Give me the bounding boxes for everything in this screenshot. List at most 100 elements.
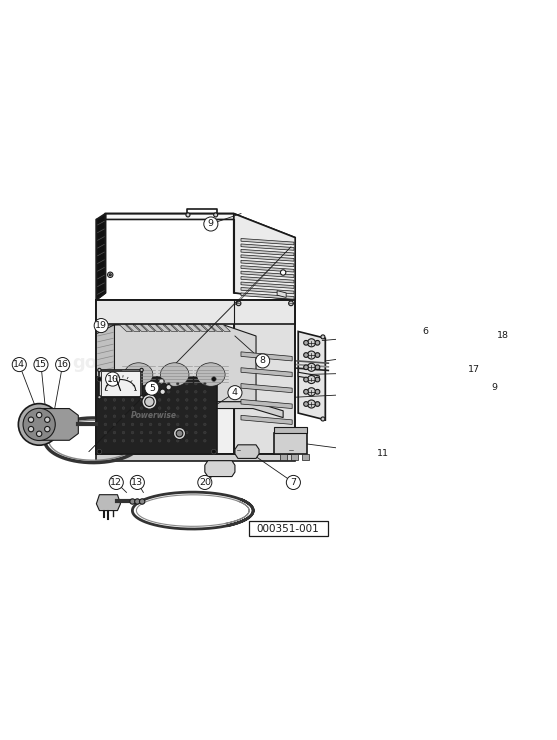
Circle shape: [375, 447, 389, 461]
Polygon shape: [241, 287, 294, 294]
Circle shape: [130, 475, 144, 489]
Text: 20: 20: [199, 478, 211, 487]
Circle shape: [203, 399, 206, 401]
Circle shape: [131, 423, 134, 426]
Polygon shape: [205, 461, 235, 477]
Circle shape: [315, 402, 320, 406]
Circle shape: [185, 407, 188, 409]
Text: 17: 17: [468, 366, 480, 374]
Circle shape: [12, 357, 26, 371]
Circle shape: [159, 379, 164, 384]
Polygon shape: [234, 300, 295, 454]
Circle shape: [122, 431, 125, 434]
Circle shape: [194, 423, 197, 426]
Circle shape: [140, 440, 143, 442]
Circle shape: [18, 403, 60, 445]
Circle shape: [113, 423, 116, 426]
Circle shape: [140, 423, 143, 426]
Polygon shape: [274, 427, 307, 434]
Polygon shape: [134, 325, 148, 332]
Circle shape: [36, 431, 42, 437]
Circle shape: [185, 383, 188, 385]
Circle shape: [194, 383, 197, 385]
Text: 13: 13: [131, 478, 143, 487]
Polygon shape: [302, 454, 309, 460]
Circle shape: [315, 389, 320, 394]
Circle shape: [97, 449, 102, 454]
Circle shape: [97, 395, 101, 399]
Circle shape: [418, 324, 432, 338]
Circle shape: [315, 353, 320, 357]
Circle shape: [130, 499, 135, 504]
Circle shape: [194, 391, 197, 393]
Polygon shape: [241, 244, 294, 250]
Polygon shape: [280, 454, 287, 460]
Circle shape: [173, 428, 185, 440]
Circle shape: [122, 391, 125, 393]
Polygon shape: [277, 291, 286, 297]
Polygon shape: [274, 433, 307, 454]
Text: 11: 11: [377, 449, 389, 458]
Circle shape: [203, 423, 206, 426]
Polygon shape: [241, 238, 294, 245]
Circle shape: [104, 431, 107, 434]
Polygon shape: [96, 300, 295, 323]
Polygon shape: [241, 352, 292, 361]
Circle shape: [177, 391, 179, 393]
Polygon shape: [179, 325, 193, 332]
Circle shape: [304, 402, 309, 406]
Polygon shape: [298, 332, 325, 420]
Circle shape: [158, 415, 161, 417]
Circle shape: [149, 423, 152, 426]
Polygon shape: [172, 325, 185, 332]
Text: 9: 9: [208, 220, 214, 229]
Circle shape: [228, 386, 242, 400]
Circle shape: [185, 423, 188, 426]
Circle shape: [307, 339, 315, 347]
Circle shape: [151, 383, 157, 388]
Circle shape: [304, 353, 309, 357]
Circle shape: [149, 440, 152, 442]
Polygon shape: [235, 445, 259, 458]
Circle shape: [145, 381, 159, 395]
Polygon shape: [241, 383, 292, 393]
Text: 7: 7: [290, 478, 296, 487]
Polygon shape: [241, 249, 294, 256]
Text: Powerwise: Powerwise: [131, 411, 177, 420]
Circle shape: [140, 369, 143, 371]
Polygon shape: [164, 325, 178, 332]
Circle shape: [104, 383, 107, 385]
Circle shape: [166, 385, 172, 390]
Circle shape: [203, 415, 206, 417]
Text: 4: 4: [232, 388, 238, 397]
Text: 12: 12: [110, 478, 123, 487]
Circle shape: [122, 399, 125, 401]
Polygon shape: [241, 271, 294, 278]
Circle shape: [304, 389, 309, 394]
Circle shape: [167, 383, 170, 385]
Circle shape: [203, 407, 206, 409]
Circle shape: [487, 380, 501, 394]
Circle shape: [140, 407, 143, 409]
Text: 6: 6: [422, 327, 428, 336]
Circle shape: [198, 475, 212, 489]
Circle shape: [28, 417, 34, 423]
Circle shape: [289, 448, 294, 453]
Circle shape: [167, 431, 170, 434]
Circle shape: [158, 407, 161, 409]
Circle shape: [149, 407, 152, 409]
Circle shape: [131, 383, 134, 385]
Circle shape: [214, 213, 218, 217]
Circle shape: [122, 440, 125, 442]
Circle shape: [104, 399, 107, 401]
Polygon shape: [96, 454, 295, 461]
FancyBboxPatch shape: [248, 522, 328, 536]
Circle shape: [140, 395, 143, 399]
Circle shape: [104, 407, 107, 409]
Circle shape: [177, 423, 179, 426]
Polygon shape: [241, 282, 294, 289]
Circle shape: [158, 399, 161, 401]
Polygon shape: [96, 325, 114, 408]
Circle shape: [315, 365, 320, 369]
Circle shape: [23, 408, 55, 440]
